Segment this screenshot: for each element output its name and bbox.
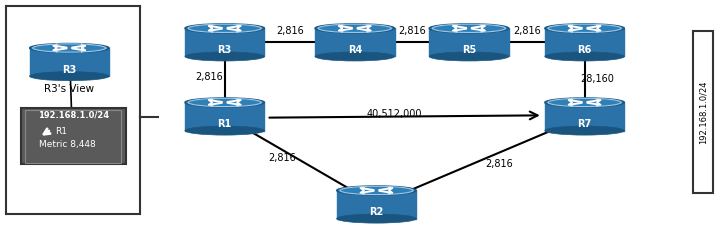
Text: 192.168.1.0/24: 192.168.1.0/24 [699,81,707,144]
Text: R7: R7 [578,120,592,129]
Bar [693,31,713,193]
Bar [185,103,264,130]
Ellipse shape [30,44,109,52]
Bar [315,28,395,56]
Ellipse shape [185,98,264,107]
Text: R3: R3 [218,45,232,55]
Text: 2,816: 2,816 [269,153,296,163]
Ellipse shape [545,126,624,135]
Ellipse shape [337,214,416,223]
Ellipse shape [545,24,624,33]
Bar [30,48,109,76]
Text: 192.168.1.0/24: 192.168.1.0/24 [38,111,109,120]
Text: 2,816: 2,816 [195,72,223,82]
Ellipse shape [30,72,109,81]
Ellipse shape [185,126,264,135]
Ellipse shape [337,186,416,195]
Text: 40,512,000: 40,512,000 [367,109,422,119]
Bar [21,108,126,164]
Ellipse shape [185,24,264,33]
Text: R5: R5 [462,45,476,55]
Text: R1: R1 [218,120,232,129]
Text: R6: R6 [578,45,592,55]
Text: R2: R2 [369,207,384,217]
Text: 28,160: 28,160 [581,74,615,84]
Bar [545,103,624,130]
Ellipse shape [429,52,509,61]
Text: R4: R4 [348,45,362,55]
Text: Metric 8,448: Metric 8,448 [39,140,96,149]
Bar [429,28,509,56]
Ellipse shape [315,24,395,33]
Text: R1: R1 [56,127,67,136]
Text: 2,816: 2,816 [398,26,426,36]
Text: 2,816: 2,816 [485,159,513,169]
Text: R3: R3 [62,65,77,75]
Ellipse shape [315,52,395,61]
Text: 2,816: 2,816 [276,26,303,36]
Ellipse shape [429,24,509,33]
Text: 2,816: 2,816 [513,26,541,36]
Bar [185,28,264,56]
Bar [545,28,624,56]
Ellipse shape [185,52,264,61]
Text: R3's View: R3's View [44,84,94,94]
Ellipse shape [545,98,624,107]
Bar [337,190,416,219]
Bar [25,110,122,163]
Ellipse shape [545,52,624,61]
